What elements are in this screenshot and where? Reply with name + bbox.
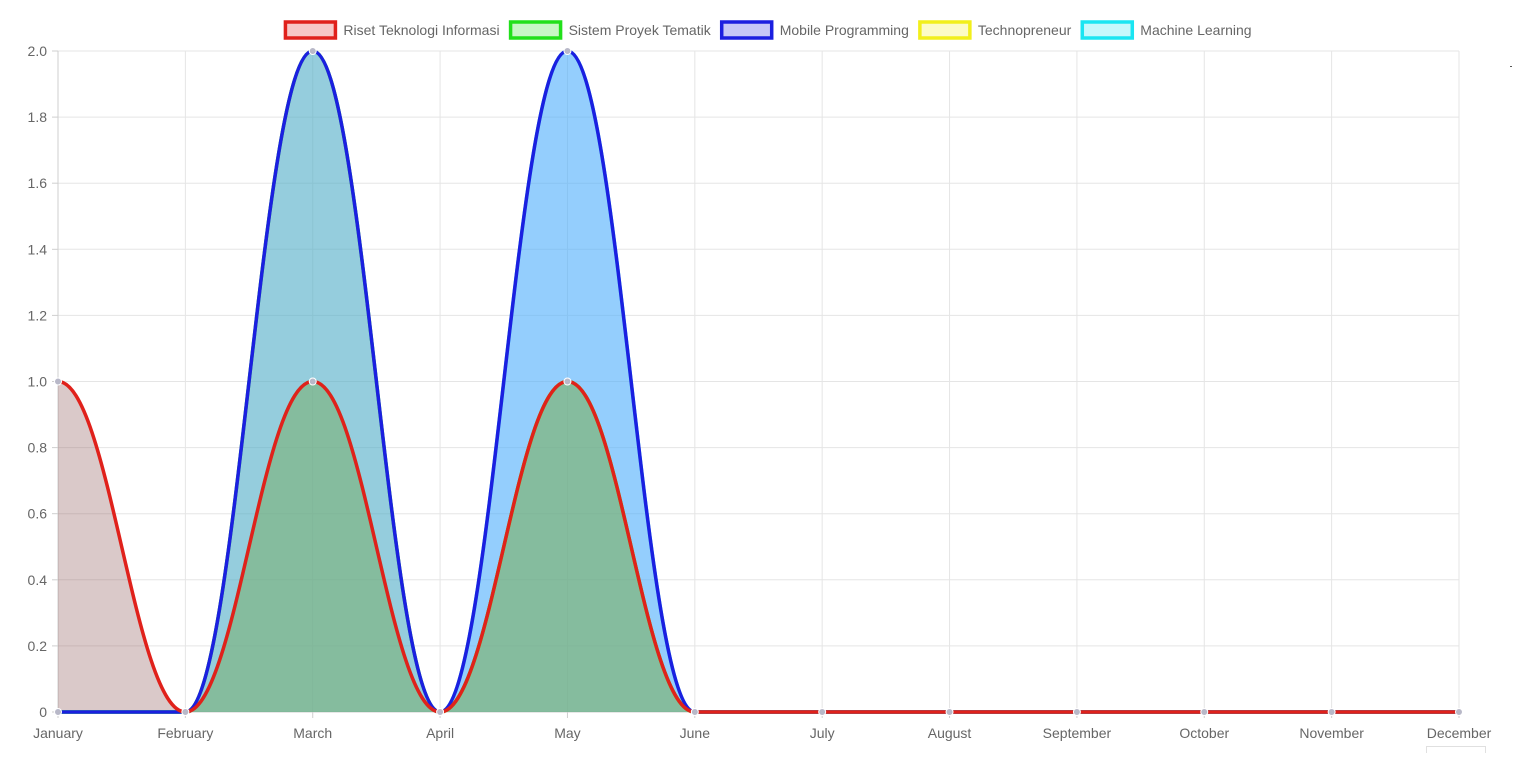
data-point[interactable] <box>181 708 190 716</box>
legend-item-mobile-programming[interactable]: Mobile Programming <box>719 20 909 40</box>
x-tick-label: November <box>1299 725 1364 741</box>
data-point[interactable] <box>54 377 62 386</box>
data-point[interactable] <box>1072 708 1081 716</box>
series-line-riset-teknologi-informasi <box>57 379 1459 714</box>
series-fill-technopreneur <box>58 381 1459 712</box>
data-point[interactable] <box>308 47 317 55</box>
x-tick-label: September <box>1043 725 1112 741</box>
data-points <box>54 47 1463 716</box>
data-point[interactable] <box>1455 708 1463 716</box>
series-fill-sistem-proyek-tematik <box>58 51 1459 712</box>
y-tick-label: 0.2 <box>28 638 48 654</box>
legend[interactable]: Riset Teknologi Informasi Sistem Proyek T… <box>283 20 1252 40</box>
y-tick-label: 0.4 <box>28 572 48 588</box>
y-tick-label: 1.6 <box>28 175 48 191</box>
data-point[interactable] <box>818 708 827 716</box>
series-fills <box>58 51 1459 712</box>
legend-swatch <box>283 20 338 40</box>
legend-label: Technopreneur <box>978 22 1072 38</box>
data-point[interactable] <box>1327 708 1336 716</box>
y-tick-label: 1.8 <box>28 109 48 125</box>
data-point[interactable] <box>308 377 317 386</box>
data-point[interactable] <box>1200 708 1209 716</box>
stray-dot <box>1510 66 1512 67</box>
x-tick-label: June <box>680 725 711 741</box>
series-lines <box>57 49 1459 714</box>
legend-item-sistem-proyek-tematik[interactable]: Sistem Proyek Tematik <box>508 20 712 40</box>
y-tick-label: 0.8 <box>28 440 48 456</box>
data-point[interactable] <box>436 708 445 716</box>
x-tick-label: December <box>1427 725 1492 741</box>
legend-label: Machine Learning <box>1140 22 1251 38</box>
y-tick-label: 0 <box>39 704 47 720</box>
y-tick-label: 1.2 <box>28 307 48 323</box>
x-tick-label: August <box>928 725 972 741</box>
x-tick-label: February <box>157 725 213 741</box>
x-tick-label: January <box>33 725 83 741</box>
legend-item-technopreneur[interactable]: Technopreneur <box>918 20 1072 40</box>
data-point[interactable] <box>690 708 699 716</box>
y-tick-label: 1.4 <box>28 241 48 257</box>
legend-swatch <box>1080 20 1135 40</box>
x-tick-label: October <box>1179 725 1229 741</box>
x-tick-label: April <box>426 725 454 741</box>
legend-item-machine-learning[interactable]: Machine Learning <box>1080 20 1252 40</box>
x-tick-label: March <box>293 725 332 741</box>
legend-label: Mobile Programming <box>780 22 909 38</box>
legend-swatch <box>508 20 563 40</box>
legend-swatch <box>918 20 972 40</box>
y-tick-label: 1.0 <box>28 374 48 390</box>
legend-swatch <box>719 20 774 40</box>
series-fill-riset-teknologi-informasi <box>58 381 1459 712</box>
corner-fragment <box>1426 746 1486 753</box>
y-axis-ticks: 0 0.2 0.4 0.6 0.8 1.0 1.2 1.4 1.6 1.8 2.0 <box>28 43 48 720</box>
legend-label: Riset Teknologi Informasi <box>343 22 499 38</box>
data-point[interactable] <box>54 708 62 716</box>
x-axis-ticks: January February March April May June July Augu… <box>33 725 1492 741</box>
x-tick-label: July <box>810 725 835 741</box>
data-point[interactable] <box>563 377 572 386</box>
series-fill-mobile-programming <box>58 51 1459 712</box>
data-point[interactable] <box>563 47 572 55</box>
x-tick-label: May <box>554 725 580 741</box>
data-point[interactable] <box>945 708 954 716</box>
legend-label: Sistem Proyek Tematik <box>569 22 712 38</box>
legend-item-riset-teknologi-informasi[interactable]: Riset Teknologi Informasi <box>283 20 500 40</box>
y-tick-label: 2.0 <box>28 43 48 59</box>
y-tick-label: 0.6 <box>28 506 48 522</box>
